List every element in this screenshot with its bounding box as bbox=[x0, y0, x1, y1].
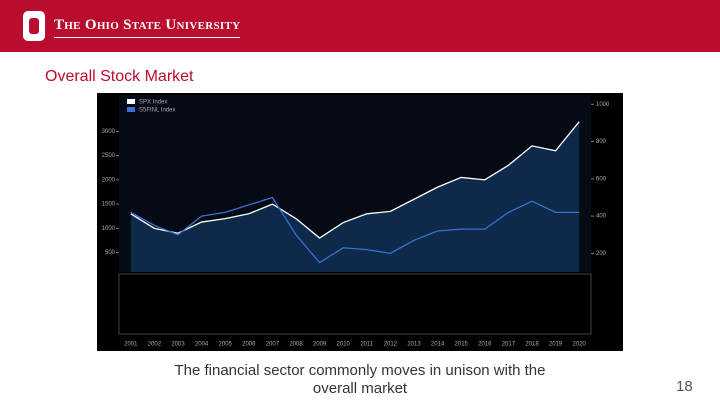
y-tick-label: 1000 bbox=[102, 226, 116, 232]
university-name: The Ohio State University bbox=[54, 17, 241, 38]
line bbox=[130, 196, 580, 264]
slide-title: Overall Stock Market bbox=[45, 68, 194, 85]
x-tick-label: 2019 bbox=[549, 342, 563, 348]
y2-tick-label: 400 bbox=[596, 214, 607, 220]
x-tick-label: 2010 bbox=[337, 342, 351, 348]
chart: 500 1000 1500 2000 2500 3000 200 400 600 800 1000 2… bbox=[97, 93, 623, 351]
x-tick-label: 2013 bbox=[407, 342, 421, 348]
x-tick-label: 2018 bbox=[525, 342, 539, 348]
x-tick-label: 2001 bbox=[124, 342, 138, 348]
y-tick-label: 500 bbox=[105, 250, 116, 256]
x-tick-label: 2005 bbox=[219, 342, 233, 348]
caption-line: overall market bbox=[312, 380, 408, 397]
x-tick-label: 2006 bbox=[242, 342, 256, 348]
y-tick-label: 3000 bbox=[102, 129, 116, 135]
logo bbox=[23, 11, 45, 41]
x-tick-label: 2002 bbox=[148, 342, 162, 348]
line bbox=[130, 121, 580, 239]
y2-tick-label: 800 bbox=[596, 139, 607, 145]
x-tick-label: 2009 bbox=[313, 342, 327, 348]
x-tick-label: 2017 bbox=[502, 342, 516, 348]
legend-swatch bbox=[127, 99, 135, 104]
y-tick-label: 1500 bbox=[102, 202, 116, 208]
x-tick-label: 2012 bbox=[384, 342, 398, 348]
x-tick-label: 2008 bbox=[289, 342, 303, 348]
y2-tick-label: 1000 bbox=[596, 102, 610, 108]
x-tick-label: 2016 bbox=[478, 342, 492, 348]
header-bar: The Ohio State University bbox=[0, 0, 720, 52]
y2-tick-label: 200 bbox=[596, 251, 607, 257]
volume-panel bbox=[118, 273, 592, 335]
y2-tick-label: 600 bbox=[596, 176, 607, 182]
page-number: 18 bbox=[676, 378, 693, 395]
legend-swatch bbox=[127, 107, 135, 112]
legend-label: SPX Index bbox=[139, 100, 167, 106]
y-tick-label: 2000 bbox=[102, 177, 116, 183]
x-tick-label: 2015 bbox=[455, 342, 469, 348]
x-tick-label: 2007 bbox=[266, 342, 280, 348]
x-tick-label: 2011 bbox=[360, 342, 374, 348]
x-tick-label: 2020 bbox=[573, 342, 587, 348]
legend-label: S5FINL Index bbox=[139, 108, 175, 114]
caption-line: The financial sector commonly moves in u… bbox=[174, 362, 546, 379]
x-tick-label: 2003 bbox=[171, 342, 185, 348]
y-tick-label: 2500 bbox=[102, 153, 116, 159]
area bbox=[130, 121, 580, 272]
x-tick-label: 2004 bbox=[195, 342, 209, 348]
caption: The financial sector commonly moves in u… bbox=[140, 362, 580, 398]
x-tick-label: 2014 bbox=[431, 342, 445, 348]
